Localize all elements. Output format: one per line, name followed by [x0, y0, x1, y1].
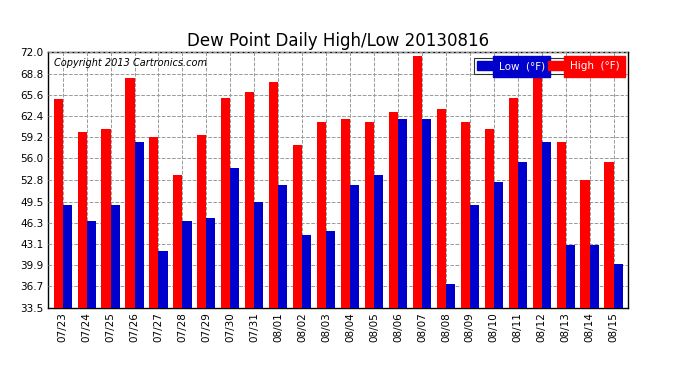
Bar [77, 132, 87, 308]
Bar [206, 218, 215, 308]
Bar [398, 119, 407, 308]
Bar [365, 122, 374, 308]
Bar [533, 66, 542, 308]
Bar [159, 251, 168, 308]
Title: Dew Point Daily High/Low 20130816: Dew Point Daily High/Low 20130816 [187, 32, 489, 50]
Bar [255, 201, 264, 308]
Bar [173, 175, 182, 308]
Bar [413, 56, 422, 308]
Bar [317, 122, 326, 308]
Bar [470, 205, 479, 308]
Bar [302, 235, 311, 308]
Bar [484, 129, 494, 308]
Bar [269, 82, 278, 308]
Bar [126, 78, 135, 308]
Bar [389, 112, 398, 308]
Bar [604, 162, 613, 308]
Bar [182, 221, 192, 308]
Bar [374, 175, 383, 308]
Bar [461, 122, 470, 308]
Bar [326, 231, 335, 308]
Bar [54, 99, 63, 308]
Bar [437, 109, 446, 308]
Text: Copyright 2013 Cartronics.com: Copyright 2013 Cartronics.com [54, 58, 207, 68]
Bar [566, 244, 575, 308]
Bar [542, 142, 551, 308]
Legend: Low  (°F), High  (°F): Low (°F), High (°F) [474, 58, 622, 74]
Bar [278, 185, 287, 308]
Bar [494, 182, 503, 308]
Bar [101, 129, 110, 308]
Bar [135, 142, 144, 308]
Bar [230, 168, 239, 308]
Bar [197, 135, 206, 308]
Bar [63, 205, 72, 308]
Bar [518, 162, 527, 308]
Bar [149, 137, 159, 308]
Bar [557, 142, 566, 308]
Bar [341, 119, 350, 308]
Bar [509, 98, 518, 308]
Bar [110, 205, 119, 308]
Bar [422, 119, 431, 308]
Bar [446, 284, 455, 308]
Bar [613, 264, 622, 308]
Bar [245, 92, 255, 308]
Bar [221, 98, 230, 308]
Bar [87, 221, 96, 308]
Bar [589, 244, 599, 308]
Bar [580, 180, 589, 308]
Bar [293, 145, 302, 308]
Bar [350, 185, 359, 308]
